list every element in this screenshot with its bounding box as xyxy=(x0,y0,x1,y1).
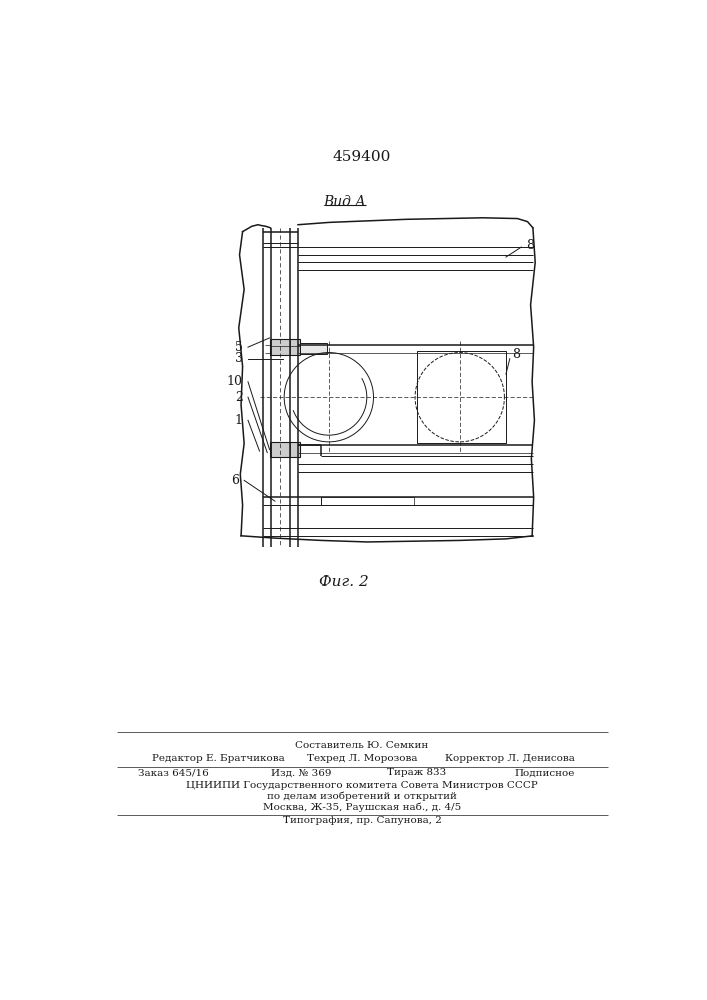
Text: Фиг. 2: Фиг. 2 xyxy=(320,575,369,589)
Bar xyxy=(417,351,506,443)
Text: 8: 8 xyxy=(526,239,534,252)
Bar xyxy=(321,497,414,505)
Bar xyxy=(269,339,300,355)
Text: Изд. № 369: Изд. № 369 xyxy=(271,768,332,777)
Text: Заказ 645/16: Заказ 645/16 xyxy=(138,768,209,777)
Text: Москва, Ж-35, Раушская наб., д. 4/5: Москва, Ж-35, Раушская наб., д. 4/5 xyxy=(263,802,461,812)
Text: 5: 5 xyxy=(235,341,243,354)
Text: Тираж 833: Тираж 833 xyxy=(387,768,446,777)
Text: 8: 8 xyxy=(512,348,520,361)
Text: 459400: 459400 xyxy=(333,150,391,164)
Text: Техред Л. Морозова: Техред Л. Морозова xyxy=(307,754,417,763)
Text: Типография, пр. Сапунова, 2: Типография, пр. Сапунова, 2 xyxy=(283,816,441,825)
Text: Редактор Е. Братчикова: Редактор Е. Братчикова xyxy=(152,754,284,763)
Text: по делам изобретений и открытий: по делам изобретений и открытий xyxy=(267,791,457,801)
Text: Корректор Л. Денисова: Корректор Л. Денисова xyxy=(445,754,575,763)
Text: 10: 10 xyxy=(227,375,243,388)
Text: 1: 1 xyxy=(235,414,243,427)
Text: ЦНИИПИ Государственного комитета Совета Министров СССР: ЦНИИПИ Государственного комитета Совета … xyxy=(186,781,538,790)
Bar xyxy=(300,343,327,354)
Text: Составитель Ю. Семкин: Составитель Ю. Семкин xyxy=(296,741,428,750)
Text: Подписное: Подписное xyxy=(515,768,575,777)
Text: Вид А: Вид А xyxy=(323,195,366,209)
Text: 2: 2 xyxy=(235,391,243,404)
Text: 3: 3 xyxy=(235,352,243,365)
Bar xyxy=(269,442,300,457)
Text: 6: 6 xyxy=(230,474,239,487)
